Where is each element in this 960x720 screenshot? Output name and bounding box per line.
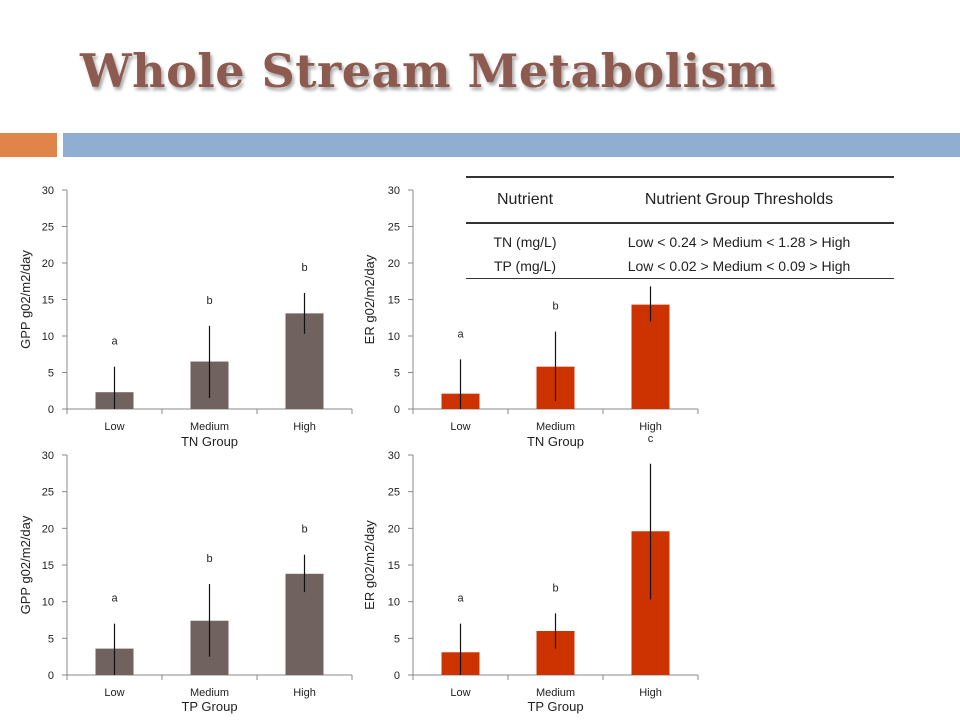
accent-bar-blue	[63, 133, 960, 157]
x-tick-label: Low	[450, 687, 470, 699]
x-tick-label: High	[293, 421, 316, 433]
y-tick-label: 20	[42, 523, 54, 535]
y-tick-label: 5	[394, 633, 400, 645]
y-tick-label: 20	[42, 258, 54, 270]
y-tick-label: 10	[388, 597, 400, 609]
table-header-rule	[466, 222, 894, 224]
y-tick-label: 5	[48, 368, 54, 380]
y-tick-label: 5	[394, 368, 400, 380]
table-top-rule	[466, 176, 894, 178]
accent-bar-orange	[0, 133, 57, 157]
x-tick-label: Medium	[190, 421, 229, 433]
y-tick-label: 20	[388, 258, 400, 270]
y-tick-label: 20	[388, 523, 400, 535]
y-tick-label: 0	[48, 670, 54, 682]
y-tick-label: 15	[388, 295, 400, 307]
y-axis-title: GPP g02/m2/day	[18, 515, 33, 614]
y-axis-title: GPP g02/m2/day	[18, 250, 33, 349]
table-cell-nutrient: TN (mg/L)	[493, 233, 557, 250]
y-tick-label: 10	[42, 597, 54, 609]
y-tick-label: 25	[388, 222, 400, 234]
y-tick-label: 0	[394, 670, 400, 682]
nutrient-threshold-table: Nutrient Nutrient Group Thresholds TN (m…	[466, 176, 894, 279]
significance-label: c	[648, 433, 654, 445]
table-header-row: Nutrient Nutrient Group Thresholds	[466, 178, 894, 222]
x-axis-title: TN Group	[527, 434, 584, 449]
x-axis-title: TP Group	[527, 699, 583, 714]
significance-label: a	[457, 328, 464, 340]
y-tick-label: 5	[48, 633, 54, 645]
significance-label: a	[457, 593, 464, 605]
table-cell-nutrient: TP (mg/L)	[494, 257, 556, 274]
table-bottom-rule	[466, 277, 894, 279]
y-tick-label: 30	[388, 185, 400, 197]
y-axis-title: ER g02/m2/day	[362, 520, 377, 610]
y-tick-label: 10	[42, 331, 54, 343]
y-tick-label: 15	[42, 295, 54, 307]
y-tick-label: 30	[388, 450, 400, 462]
y-tick-label: 25	[42, 487, 54, 499]
significance-label: b	[552, 582, 558, 594]
y-tick-label: 25	[388, 487, 400, 499]
x-tick-label: Low	[104, 421, 124, 433]
table-cell-thresholds: Low < 0.02 > Medium < 0.09 > High	[627, 257, 851, 274]
x-tick-label: High	[639, 687, 662, 699]
y-tick-label: 15	[42, 560, 54, 572]
significance-label: a	[111, 593, 118, 605]
significance-label: b	[301, 262, 307, 274]
significance-label: b	[552, 301, 558, 313]
bar	[631, 304, 670, 409]
x-tick-label: Low	[104, 687, 124, 699]
significance-label: b	[206, 553, 212, 565]
x-tick-label: Medium	[536, 421, 575, 433]
table-row: TP (mg/L) Low < 0.02 > Medium < 0.09 > H…	[466, 254, 894, 278]
x-axis-title: TN Group	[181, 434, 238, 449]
slide-title: Whole Stream Metabolism	[80, 44, 777, 98]
table-header-thresholds: Nutrient Group Thresholds	[644, 191, 834, 208]
y-tick-label: 30	[42, 450, 54, 462]
table-row: TN (mg/L) Low < 0.24 > Medium < 1.28 > H…	[466, 230, 894, 254]
y-axis-title: ER g02/m2/day	[362, 254, 377, 344]
table-header-nutrient: Nutrient	[496, 191, 554, 208]
y-tick-label: 15	[388, 560, 400, 572]
y-tick-label: 0	[394, 404, 400, 416]
y-tick-label: 0	[48, 404, 54, 416]
y-tick-label: 10	[388, 331, 400, 343]
table-cell-thresholds: Low < 0.24 > Medium < 1.28 > High	[627, 233, 851, 250]
significance-label: b	[206, 295, 212, 307]
significance-label: a	[111, 336, 118, 348]
x-axis-title: TP Group	[181, 699, 237, 714]
significance-label: b	[301, 524, 307, 536]
x-tick-label: Medium	[536, 687, 575, 699]
x-tick-label: High	[639, 421, 662, 433]
x-tick-label: Low	[450, 421, 470, 433]
x-tick-label: High	[293, 687, 316, 699]
x-tick-label: Medium	[190, 687, 229, 699]
y-tick-label: 25	[42, 222, 54, 234]
y-tick-label: 30	[42, 185, 54, 197]
